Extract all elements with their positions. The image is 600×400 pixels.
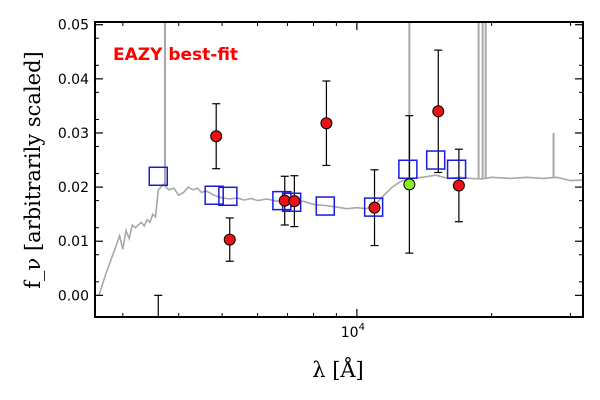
observed-point-1: [223, 233, 236, 246]
observed-point-0: [210, 130, 223, 143]
x-tick-label-0: 104: [341, 322, 365, 341]
observed-point-4: [320, 117, 333, 130]
y-tick-label-3: 0.03: [58, 126, 89, 142]
observed-point-6: [403, 178, 416, 191]
plot-area: 0.00 0.01 0.02 0.03 0.04 0.05 104: [58, 18, 584, 341]
observed-point-3: [288, 195, 301, 208]
model-point-5: [315, 196, 336, 216]
sed-curve: [97, 174, 583, 297]
x-axis-label: λ [Å]: [312, 357, 364, 382]
y-tick-label-1: 0.01: [58, 234, 89, 250]
observed-point-5: [368, 201, 381, 214]
model-point-7: [398, 159, 418, 179]
x-tick-label-exponent: 4: [359, 322, 365, 333]
model-point-2: [218, 186, 238, 207]
model-point-8: [425, 150, 446, 170]
y-tick-label-0: 0.00: [58, 288, 89, 304]
y-tick-label-2: 0.02: [58, 180, 89, 196]
y-tick-label-5: 0.05: [58, 18, 89, 34]
model-point-9: [446, 159, 467, 179]
y-axis-label: f_ν [arbitrarily scaled]: [21, 51, 45, 288]
model-point-1: [204, 185, 224, 205]
y-tick-label-4: 0.04: [58, 72, 89, 88]
model-point-6: [363, 197, 384, 217]
observed-point-8: [452, 179, 465, 192]
observed-point-7: [432, 105, 445, 118]
plot-layer: [97, 22, 583, 317]
plot-frame: [94, 21, 584, 318]
model-point-0: [148, 166, 169, 187]
annotation-eazy: EAZY best-fit: [113, 45, 238, 65]
